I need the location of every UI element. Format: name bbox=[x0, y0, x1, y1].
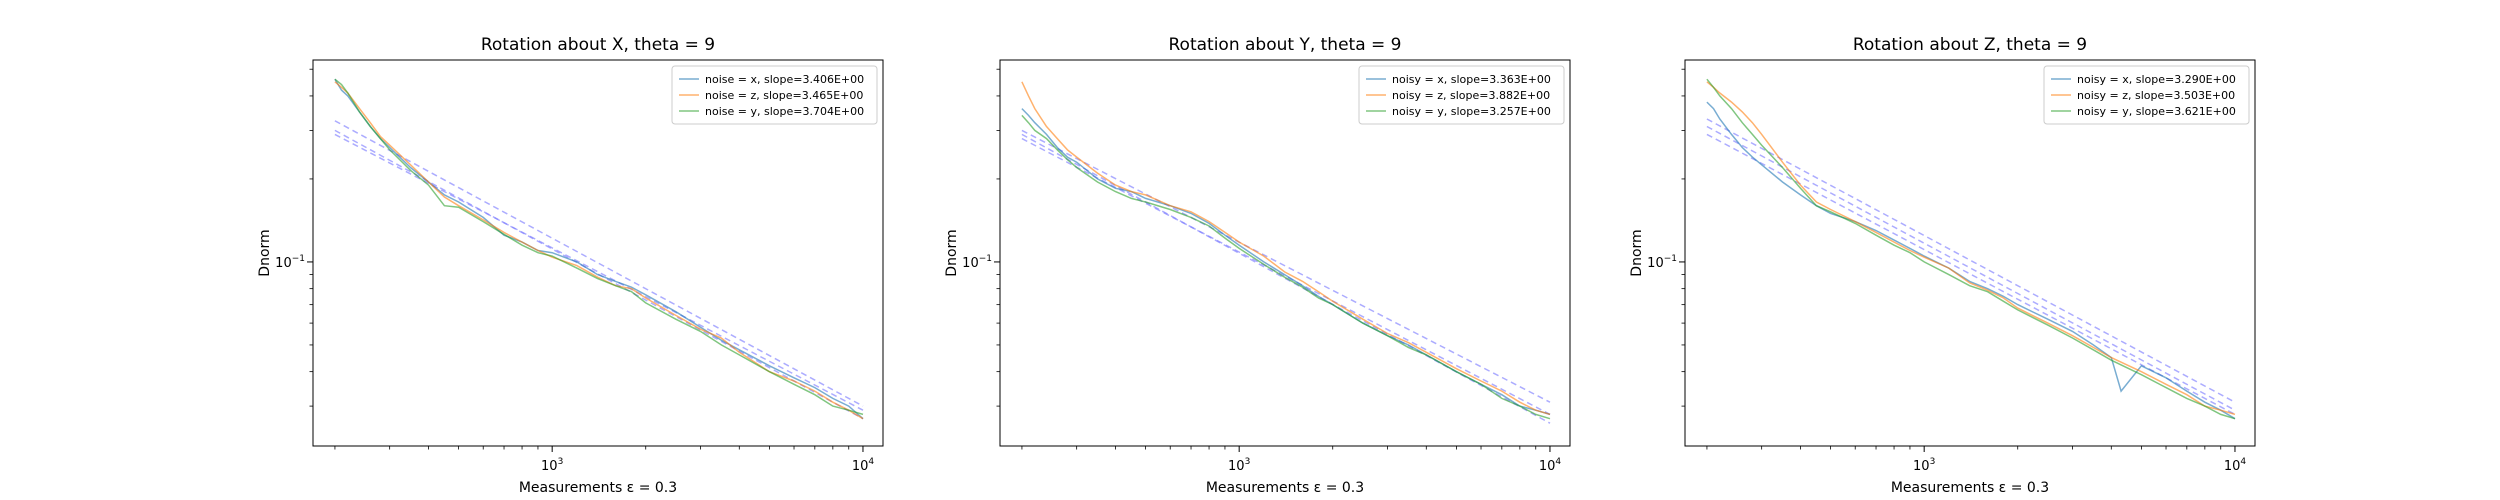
x-tick-label: 104 bbox=[852, 457, 875, 474]
chart-title: Rotation about Y, theta = 9 bbox=[1169, 35, 1402, 55]
legend-box bbox=[2043, 65, 2250, 125]
plot-lines bbox=[1021, 81, 1551, 424]
series-line-2 bbox=[334, 81, 864, 420]
legend-entry-2: noisy = z, slope=3.882E+00 bbox=[1392, 89, 1550, 102]
legend-entry-2: noisy = z, slope=3.503E+00 bbox=[2077, 89, 2235, 102]
series-line-3 bbox=[334, 78, 864, 416]
x-tick-label: 103 bbox=[541, 457, 563, 474]
x-axis-label: Measurements ε = 0.3 bbox=[1891, 480, 2049, 496]
x-axis-label: Measurements ε = 0.3 bbox=[519, 480, 677, 496]
series-line-2 bbox=[1706, 81, 2236, 416]
chart-title: Rotation about X, theta = 9 bbox=[481, 35, 715, 55]
y-tick-label: 10−1 bbox=[1647, 254, 1677, 271]
legend-entry-3: noisy = y, slope=3.257E+00 bbox=[1392, 105, 1551, 118]
legend-entry-1: noisy = x, slope=3.363E+00 bbox=[1392, 73, 1551, 86]
x-tick-label: 104 bbox=[2224, 457, 2247, 474]
x-tick-label: 104 bbox=[1539, 457, 1562, 474]
series-line-1 bbox=[1021, 108, 1551, 416]
legend-entry-2: noise = z, slope=3.465E+00 bbox=[705, 89, 863, 102]
chart-panel-2: 103 104 10−1 Rotation about Y, theta = 9 Mea… bbox=[944, 35, 1571, 496]
y-axis-label: Dnorm bbox=[944, 229, 960, 276]
legend-entry-1: noisy = x, slope=3.290E+00 bbox=[2077, 73, 2236, 86]
fit-line-1 bbox=[1706, 118, 2236, 403]
fit-line-1 bbox=[1021, 129, 1551, 403]
y-axis-label: Dnorm bbox=[257, 229, 273, 276]
plot-lines bbox=[1706, 78, 2236, 420]
x-tick-label: 103 bbox=[1228, 457, 1250, 474]
y-tick-label: 10−1 bbox=[962, 254, 992, 271]
fit-line-3 bbox=[334, 133, 864, 411]
series-line-3 bbox=[1706, 78, 2236, 420]
legend: noise = x, slope=3.406E+00 noise = z, slo… bbox=[671, 65, 878, 125]
legend-entry-3: noise = y, slope=3.704E+00 bbox=[705, 105, 864, 118]
y-axis-label: Dnorm bbox=[1629, 229, 1645, 276]
legend-entry-3: noisy = y, slope=3.621E+00 bbox=[2077, 105, 2236, 118]
x-tick-label: 103 bbox=[1913, 457, 1935, 474]
x-axis-label: Measurements ε = 0.3 bbox=[1206, 480, 1364, 496]
plot-frame bbox=[312, 59, 884, 447]
plot-frame bbox=[999, 59, 1571, 447]
chart-panel-3: 103 104 10−1 Rotation about Z, theta = 9 Mea… bbox=[1629, 35, 2256, 496]
legend: noisy = x, slope=3.363E+00 noisy = z, slo… bbox=[1358, 65, 1565, 125]
series-line-1 bbox=[334, 78, 864, 420]
legend-entry-1: noise = x, slope=3.406E+00 bbox=[705, 73, 864, 86]
legend-box bbox=[1358, 65, 1565, 125]
chart-title: Rotation about Z, theta = 9 bbox=[1853, 35, 2087, 55]
y-tick-label: 10−1 bbox=[275, 254, 305, 271]
legend-box bbox=[671, 65, 878, 125]
legend: noisy = x, slope=3.290E+00 noisy = z, slo… bbox=[2043, 65, 2250, 125]
series-line-3 bbox=[1021, 114, 1551, 420]
fit-line-1 bbox=[334, 120, 864, 407]
plot-frame bbox=[1684, 59, 2256, 447]
series-line-1 bbox=[1706, 101, 2236, 420]
fit-line-2 bbox=[1706, 125, 2236, 411]
plot-lines bbox=[334, 78, 864, 420]
chart-panel-1: 103 104 10−1 Rotation about X, theta = 9 Mea… bbox=[257, 35, 884, 496]
series-line-2 bbox=[1021, 81, 1551, 416]
